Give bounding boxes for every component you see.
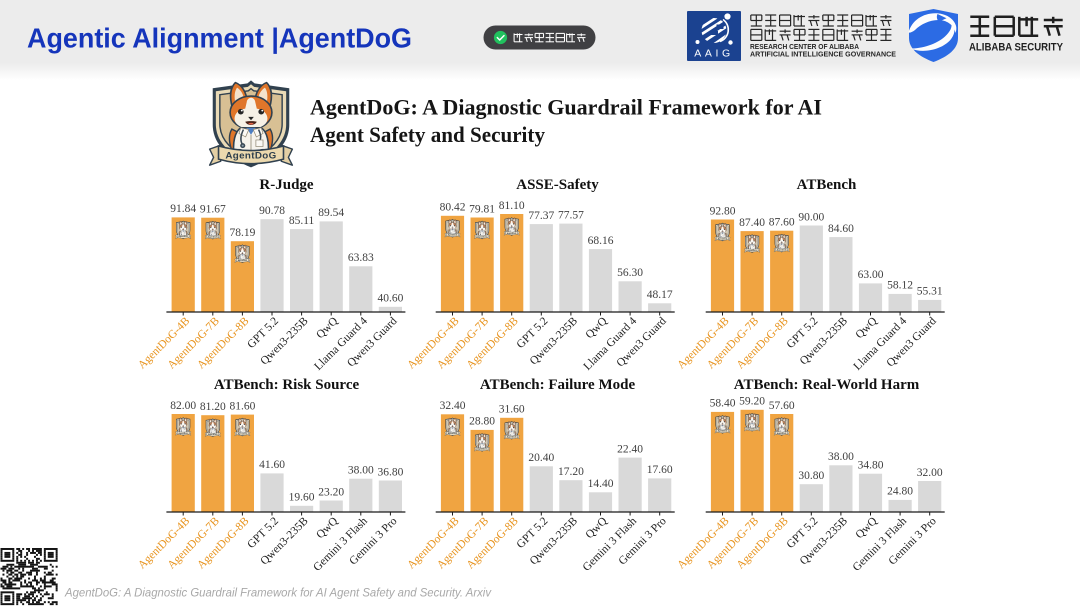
svg-text:57.60: 57.60 [769, 400, 795, 412]
svg-text:81.10: 81.10 [499, 200, 525, 212]
svg-text:AgentDoG: A Diagnostic Guardra: AgentDoG: A Diagnostic Guardrail Framewo… [64, 586, 492, 600]
svg-text:R-Judge: R-Judge [259, 177, 314, 193]
svg-text:AgentDoG: A Diagnostic Guardra: AgentDoG: A Diagnostic Guardrail Framewo… [310, 95, 822, 120]
svg-text:22.40: 22.40 [617, 443, 643, 455]
svg-text:63.83: 63.83 [348, 252, 374, 264]
svg-text:24.80: 24.80 [887, 486, 913, 498]
svg-text:32.00: 32.00 [917, 467, 943, 479]
svg-text:38.00: 38.00 [348, 465, 374, 477]
svg-text:36.80: 36.80 [377, 466, 403, 478]
svg-text:ATBench: Failure Mode: ATBench: Failure Mode [480, 377, 636, 393]
svg-text:ATBench: Real-World Harm: ATBench: Real-World Harm [734, 377, 920, 393]
svg-text:40.60: 40.60 [377, 293, 403, 305]
svg-text:68.16: 68.16 [588, 235, 614, 247]
svg-text:80.42: 80.42 [440, 202, 466, 214]
svg-text:91.67: 91.67 [200, 204, 226, 216]
svg-text:90.00: 90.00 [798, 211, 824, 223]
svg-text:ASSE-Safety: ASSE-Safety [516, 177, 599, 193]
svg-text:81.20: 81.20 [200, 401, 226, 413]
svg-text:41.60: 41.60 [259, 459, 285, 471]
svg-text:19.60: 19.60 [289, 492, 315, 504]
svg-text:90.78: 90.78 [259, 205, 285, 217]
svg-text:Agent Safety and Security: Agent Safety and Security [310, 122, 545, 147]
svg-text:48.17: 48.17 [647, 289, 673, 301]
svg-text:30.80: 30.80 [798, 470, 824, 482]
svg-text:84.60: 84.60 [828, 223, 854, 235]
svg-text:56.30: 56.30 [617, 267, 643, 279]
svg-text:17.20: 17.20 [558, 466, 584, 478]
svg-text:91.84: 91.84 [170, 203, 196, 215]
svg-text:17.60: 17.60 [647, 464, 673, 476]
svg-text:AgentDoG-8B: AgentDoG-8B [464, 315, 521, 372]
svg-text:RESEARCH CENTER OF ALIBABA: RESEARCH CENTER OF ALIBABA [750, 42, 860, 51]
svg-text:55.31: 55.31 [917, 286, 943, 298]
svg-text:92.80: 92.80 [710, 205, 736, 217]
svg-text:31.60: 31.60 [499, 404, 525, 416]
svg-text:87.60: 87.60 [769, 217, 795, 229]
svg-text:QwQ: QwQ [314, 515, 341, 542]
svg-text:AgentDoG-8B: AgentDoG-8B [195, 315, 252, 372]
svg-text:AgentDoG-8B: AgentDoG-8B [464, 515, 521, 572]
svg-text:58.40: 58.40 [710, 398, 736, 410]
svg-text:79.81: 79.81 [469, 203, 495, 215]
svg-text:23.20: 23.20 [318, 486, 344, 498]
svg-text:AgentDoG-8B: AgentDoG-8B [195, 515, 252, 572]
svg-text:ATBench: ATBench [797, 177, 857, 193]
svg-text:QwQ: QwQ [584, 515, 611, 542]
svg-text:14.40: 14.40 [588, 478, 614, 490]
svg-text:QwQ: QwQ [854, 315, 881, 342]
svg-text:QwQ: QwQ [854, 515, 881, 542]
svg-text:ATBench: Risk Source: ATBench: Risk Source [214, 377, 360, 393]
svg-text:38.00: 38.00 [828, 451, 854, 463]
svg-text:58.12: 58.12 [887, 280, 913, 292]
svg-text:QwQ: QwQ [584, 315, 611, 342]
svg-text:77.57: 77.57 [558, 209, 584, 221]
svg-text:20.40: 20.40 [528, 452, 554, 464]
svg-text:82.00: 82.00 [170, 400, 196, 412]
svg-text:28.80: 28.80 [469, 416, 495, 428]
svg-text:81.60: 81.60 [229, 400, 255, 412]
svg-text:AAIG: AAIG [694, 48, 734, 60]
svg-text:QwQ: QwQ [314, 315, 341, 342]
svg-text:Agentic Alignment |AgentDoG: Agentic Alignment |AgentDoG [27, 23, 412, 54]
svg-text:77.37: 77.37 [528, 210, 554, 222]
svg-text:ARTIFICIAL INTELLIGENCE GOVERN: ARTIFICIAL INTELLIGENCE GOVERNANCE [750, 50, 896, 59]
svg-text:34.80: 34.80 [858, 460, 884, 472]
svg-text:32.40: 32.40 [440, 400, 466, 412]
svg-text:78.19: 78.19 [229, 227, 255, 239]
svg-text:63.00: 63.00 [858, 269, 884, 281]
svg-text:ALIBABA SECURITY: ALIBABA SECURITY [969, 42, 1063, 54]
svg-text:85.11: 85.11 [289, 215, 315, 227]
svg-text:59.20: 59.20 [739, 396, 765, 408]
svg-text:AgentDoG-8B: AgentDoG-8B [734, 515, 791, 572]
svg-text:AgentDoG-8B: AgentDoG-8B [734, 315, 791, 372]
svg-text:89.54: 89.54 [318, 207, 344, 219]
svg-text:87.40: 87.40 [739, 217, 765, 229]
